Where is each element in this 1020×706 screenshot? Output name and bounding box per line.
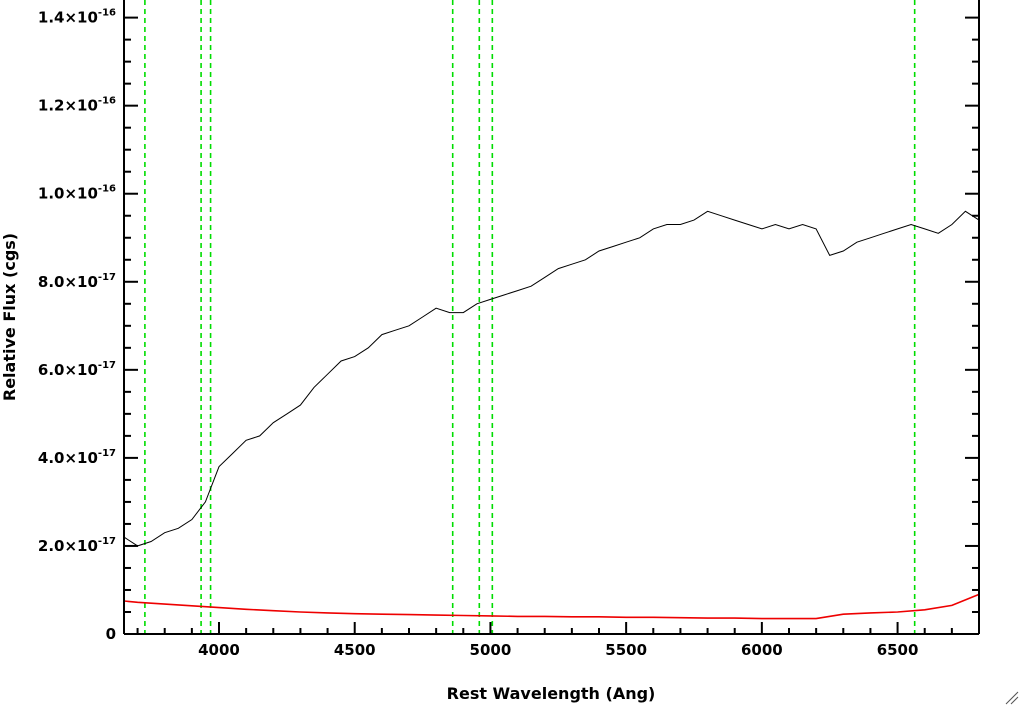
y-tick-exponent: -16 <box>98 96 116 107</box>
y-tick-mantissa: 4.0×10 <box>38 449 98 467</box>
y-tick-mantissa: 6.0×10 <box>38 361 98 379</box>
y-tick-mantissa: 1.2×10 <box>38 97 98 115</box>
series-line-1 <box>123 593 980 620</box>
y-tick-label: 0 <box>106 625 116 643</box>
y-tick-exponent: -17 <box>98 536 116 547</box>
ticks-layer: 4000 4500 5000 5500 6000 650002.0×10-174.0×10… <box>38 8 980 659</box>
x-tick-label: 4000 <box>198 641 240 659</box>
resize-grip-icon <box>1005 691 1019 705</box>
y-tick-exponent: -17 <box>98 448 116 459</box>
x-axis-title: Rest Wavelength (Ang) <box>447 684 656 703</box>
y-tick-exponent: -16 <box>98 184 116 195</box>
series-layer <box>123 210 980 620</box>
y-tick-exponent: -17 <box>98 272 116 283</box>
y-tick-label: 1.2×10-16 <box>38 96 116 115</box>
x-tick-label: 4500 <box>334 641 376 659</box>
y-tick-mantissa: 1.4×10 <box>38 9 98 27</box>
y-tick-exponent: -16 <box>98 8 116 19</box>
x-tick-label: 6500 <box>877 641 919 659</box>
y-tick-exponent: -17 <box>98 360 116 371</box>
y-axis-title: Relative Flux (cgs) <box>0 233 19 401</box>
y-tick-mantissa: 8.0×10 <box>38 273 98 291</box>
y-tick-label: 2.0×10-17 <box>38 536 116 555</box>
y-tick-mantissa: 2.0×10 <box>38 537 98 555</box>
y-tick-label: 8.0×10-17 <box>38 272 116 291</box>
y-tick-label: 1.4×10-16 <box>38 8 116 27</box>
y-tick-mantissa: 0 <box>106 625 116 643</box>
y-tick-mantissa: 1.0×10 <box>38 185 98 203</box>
x-tick-label: 5000 <box>470 641 512 659</box>
vertical-reference-lines <box>144 0 916 634</box>
x-tick-label: 6000 <box>741 641 783 659</box>
series-line-0 <box>123 210 980 547</box>
x-tick-label: 5500 <box>605 641 647 659</box>
y-tick-label: 4.0×10-17 <box>38 448 116 467</box>
y-tick-label: 6.0×10-17 <box>38 360 116 379</box>
y-tick-label: 1.0×10-16 <box>38 184 116 203</box>
